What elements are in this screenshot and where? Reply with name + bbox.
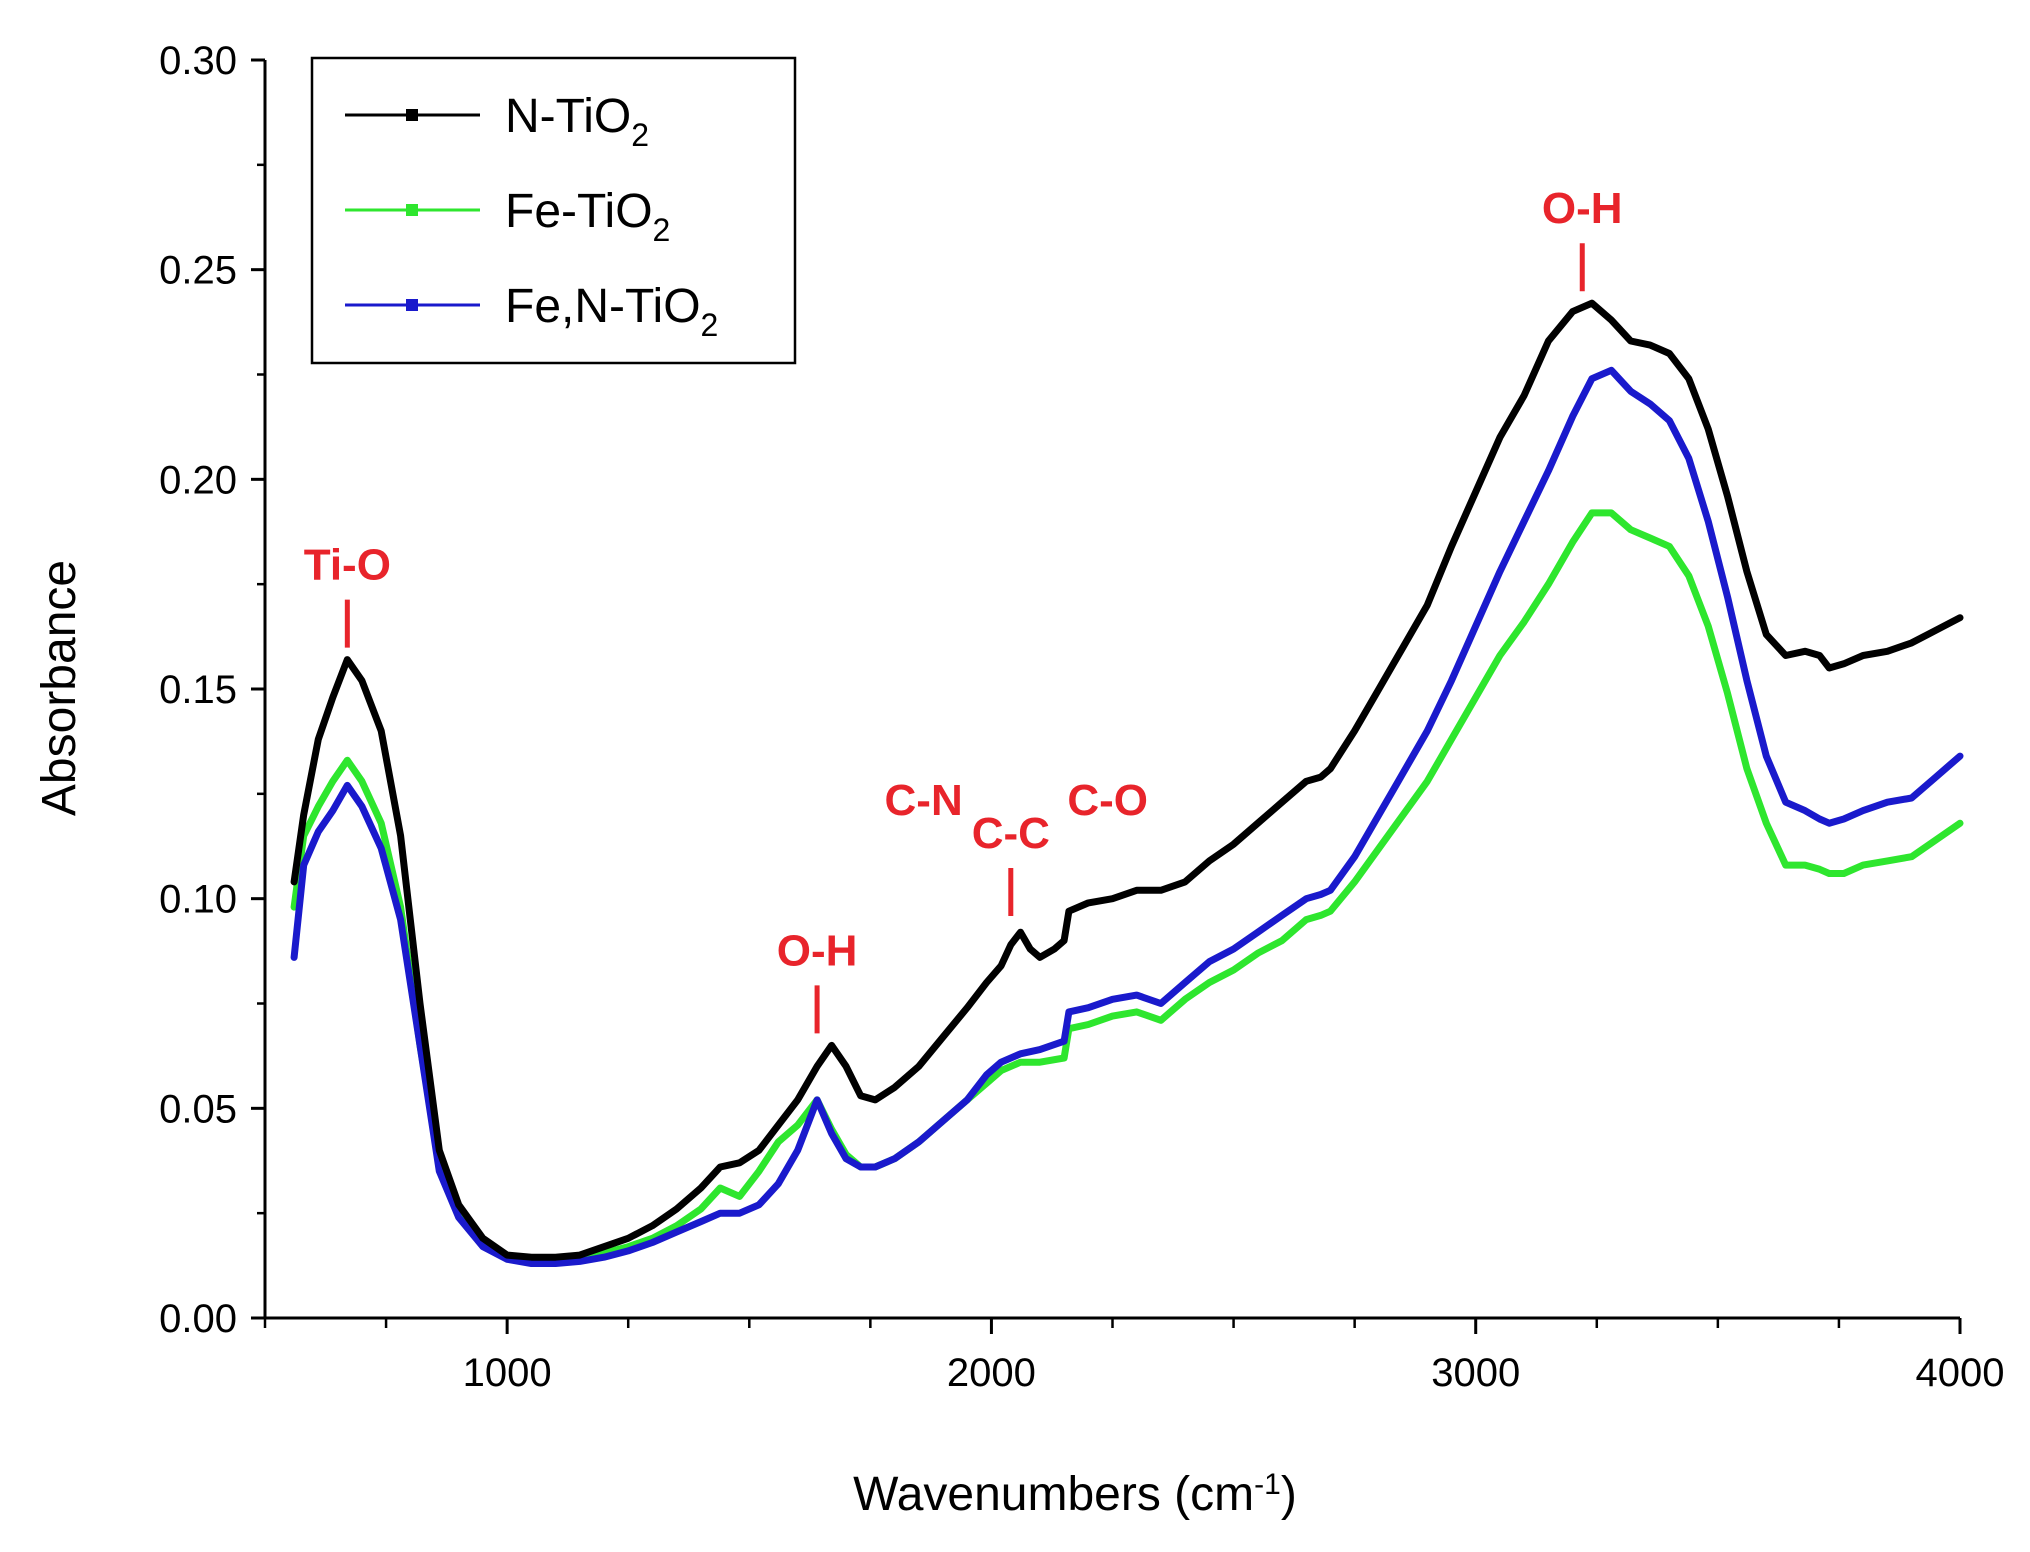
legend: N-TiO2 Fe-TiO2 Fe,N-TiO2 bbox=[310, 56, 797, 365]
x-axis-title-suffix: ) bbox=[1281, 1468, 1297, 1521]
x-axis-ticks: 1000 2000 3000 4000 bbox=[263, 1318, 2005, 1395]
legend-label-n-tio2: N-TiO2 bbox=[505, 90, 649, 153]
plot-area: 0.00 0.05 0.10 0.15 0.20 0.25 0.30 1000 2000 300… bbox=[159, 39, 2004, 1395]
series-line-fe-n-tio2 bbox=[290, 366, 1964, 1267]
annotation-label: C-C bbox=[972, 809, 1050, 858]
legend-label-fe-n-tio2: Fe,N-TiO2 bbox=[505, 280, 718, 343]
legend-label-n-tio2-sub: 2 bbox=[631, 117, 649, 153]
band-annotations: Ti-O O-H C-NC-C C-O O-H bbox=[304, 184, 1623, 1034]
legend-label-fe-n-tio2-sub: 2 bbox=[701, 307, 719, 343]
legend-label-fe-tio2-main: Fe-TiO bbox=[505, 185, 653, 238]
annotation-label: O-H bbox=[1542, 184, 1623, 233]
y-tick-label: 0.05 bbox=[159, 1087, 237, 1131]
legend-entry-n-tio2: N-TiO2 bbox=[345, 90, 649, 153]
x-tick-label: 3000 bbox=[1431, 1351, 1520, 1395]
y-axis-title: Absorbance bbox=[33, 560, 86, 816]
y-tick-label: 0.25 bbox=[159, 249, 237, 293]
x-axis-title: Wavenumbers (cm-1) bbox=[853, 1468, 1297, 1522]
y-tick-label: 0.10 bbox=[159, 878, 237, 922]
x-axis-title-main: Wavenumbers (cm bbox=[853, 1468, 1254, 1521]
x-tick-label: 2000 bbox=[947, 1351, 1036, 1395]
legend-entry-fe-n-tio2: Fe,N-TiO2 bbox=[345, 280, 718, 343]
legend-label-fe-tio2: Fe-TiO2 bbox=[505, 185, 670, 248]
x-tick-label: 4000 bbox=[1916, 1351, 2005, 1395]
legend-label-fe-tio2-sub: 2 bbox=[653, 212, 671, 248]
series-line-n-tio2 bbox=[290, 299, 1964, 1261]
legend-marker-n-tio2 bbox=[406, 109, 418, 121]
y-tick-label: 0.00 bbox=[159, 1297, 237, 1341]
x-tick-label: 1000 bbox=[463, 1351, 552, 1395]
legend-marker-fe-n-tio2 bbox=[406, 299, 418, 311]
y-axis-ticks: 0.00 0.05 0.10 0.15 0.20 0.25 0.30 bbox=[159, 39, 265, 1341]
y-tick-label: 0.30 bbox=[159, 39, 237, 83]
legend-label-fe-n-tio2-main: Fe,N-TiO bbox=[505, 280, 701, 333]
legend-label-n-tio2-main: N-TiO bbox=[505, 90, 631, 143]
series-lines bbox=[290, 299, 1964, 1267]
y-tick-label: 0.20 bbox=[159, 458, 237, 502]
annotation-label: O-H bbox=[777, 926, 858, 975]
x-axis-title-superscript: -1 bbox=[1254, 1468, 1281, 1501]
y-tick-label: 0.15 bbox=[159, 668, 237, 712]
annotation-label: Ti-O bbox=[304, 541, 391, 590]
legend-entry-fe-tio2: Fe-TiO2 bbox=[345, 185, 670, 248]
annotation-label: C-O bbox=[1067, 776, 1148, 825]
annotation-label: C-N bbox=[885, 776, 963, 825]
legend-marker-fe-tio2 bbox=[406, 204, 418, 216]
